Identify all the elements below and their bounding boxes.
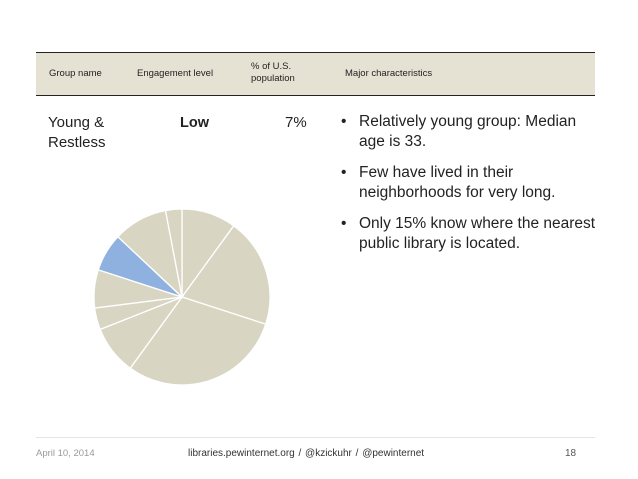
characteristic-text: Relatively young group: Median age is 33… [359,113,577,150]
footer-date: April 10, 2014 [36,448,95,459]
bullet-icon: • [341,113,347,130]
footer-links: libraries.pewinternet.org / @kzickuhr / … [188,448,425,459]
bullet-icon: • [341,215,347,232]
pie-slice [180,224,271,326]
characteristics-list: • Relatively young group: Median age is … [340,112,602,265]
characteristic-item: • Few have lived in their neighborhoods … [340,163,602,203]
engagement-cell: Low [180,115,209,131]
header-population: % of U.S. population [251,61,295,84]
header-characteristics: Major characteristics [345,68,433,79]
characteristic-item: • Relatively young group: Median age is … [340,112,602,152]
bullet-icon: • [341,164,347,181]
characteristic-item: • Only 15% know where the nearest public… [340,214,602,254]
group-name-cell: Young & Restless [48,114,106,151]
table-header-row: Group name Engagement level % of U.S. po… [36,52,595,96]
population-cell: 7% [285,114,307,131]
header-group-name: Group name [49,68,102,79]
pie-chart [93,208,271,386]
pie-slice [129,296,267,386]
page-number: 18 [565,448,577,459]
pie-slice [164,208,183,298]
characteristic-text: Few have lived in their neighborhoods fo… [359,164,556,201]
header-engagement-level: Engagement level [137,68,214,79]
footer-divider [36,437,595,438]
characteristic-text: Only 15% know where the nearest public l… [359,215,596,252]
